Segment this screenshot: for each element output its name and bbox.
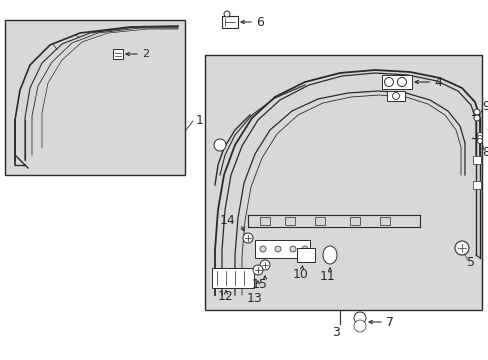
Bar xyxy=(5,20,184,175)
Circle shape xyxy=(289,246,295,252)
Bar xyxy=(472,156,480,164)
Text: 11: 11 xyxy=(320,270,335,284)
Bar xyxy=(285,217,294,225)
Text: 3: 3 xyxy=(331,325,339,338)
Text: 2: 2 xyxy=(142,49,149,59)
Circle shape xyxy=(476,132,482,138)
Text: 4: 4 xyxy=(433,76,441,89)
Circle shape xyxy=(274,246,281,252)
Text: 15: 15 xyxy=(251,279,267,292)
Text: 7: 7 xyxy=(385,315,393,328)
Circle shape xyxy=(224,11,229,17)
Bar xyxy=(212,268,253,288)
Circle shape xyxy=(214,139,225,151)
Text: 1: 1 xyxy=(196,113,203,126)
Bar xyxy=(472,181,480,189)
Text: 13: 13 xyxy=(246,292,263,305)
Text: 10: 10 xyxy=(292,269,308,282)
Text: 5: 5 xyxy=(466,256,474,270)
Text: 9: 9 xyxy=(481,100,488,113)
Text: 12: 12 xyxy=(218,289,233,302)
Circle shape xyxy=(252,265,263,275)
Circle shape xyxy=(260,246,265,252)
Bar xyxy=(386,91,404,101)
Circle shape xyxy=(243,233,252,243)
Circle shape xyxy=(473,115,479,121)
Text: 8: 8 xyxy=(481,147,488,159)
Ellipse shape xyxy=(323,246,336,264)
Bar xyxy=(222,16,238,28)
Text: 14: 14 xyxy=(220,213,235,226)
Circle shape xyxy=(476,135,482,140)
Bar xyxy=(254,240,309,258)
Text: 6: 6 xyxy=(256,15,264,28)
Bar xyxy=(314,217,325,225)
Circle shape xyxy=(353,320,365,332)
Circle shape xyxy=(397,77,406,86)
Circle shape xyxy=(476,139,482,144)
Bar xyxy=(204,55,481,310)
Circle shape xyxy=(473,109,479,115)
Bar xyxy=(296,248,314,262)
Circle shape xyxy=(302,246,307,252)
Bar xyxy=(113,49,123,59)
Circle shape xyxy=(454,241,468,255)
Circle shape xyxy=(260,260,269,270)
Bar xyxy=(379,217,389,225)
Bar xyxy=(381,75,411,89)
Bar xyxy=(349,217,359,225)
Circle shape xyxy=(353,312,365,324)
Circle shape xyxy=(392,93,399,99)
Bar xyxy=(260,217,269,225)
Circle shape xyxy=(384,77,393,86)
